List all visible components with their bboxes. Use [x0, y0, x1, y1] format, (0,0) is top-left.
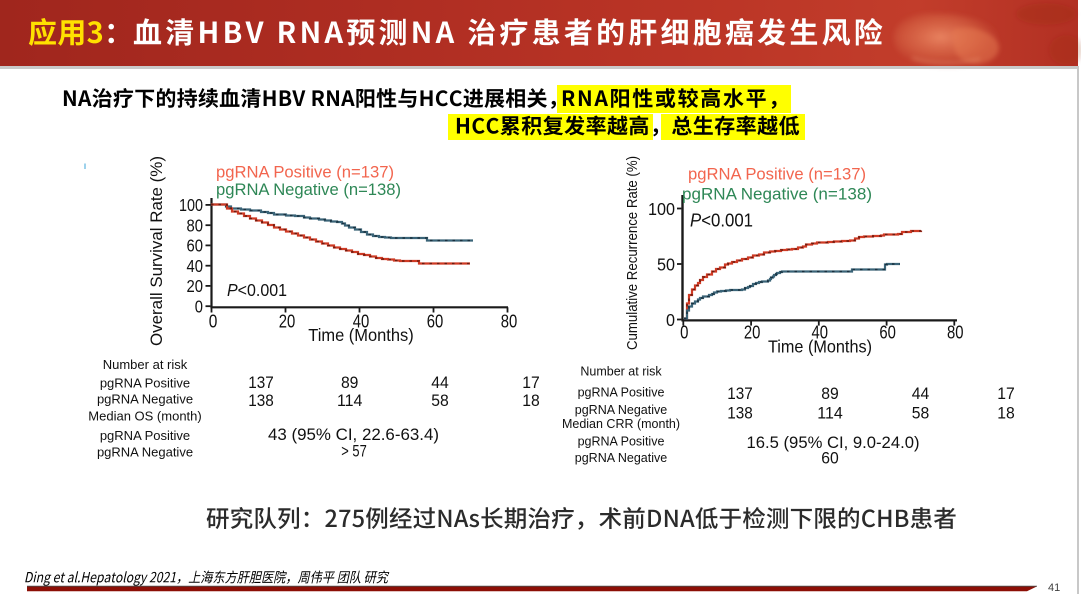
svg-text:0: 0	[666, 310, 675, 330]
svg-text:17: 17	[522, 374, 540, 392]
svg-text:Time (Months): Time (Months)	[308, 325, 414, 345]
svg-text:40: 40	[353, 311, 370, 332]
svg-text:pgRNA Positive: pgRNA Positive	[100, 428, 190, 443]
svg-text:44: 44	[431, 374, 449, 392]
svg-text:138: 138	[727, 405, 753, 423]
svg-text:pgRNA Positive: pgRNA Positive	[100, 375, 190, 390]
svg-text:89: 89	[341, 374, 359, 392]
svg-text:100: 100	[648, 199, 675, 219]
svg-text:pgRNA Negative: pgRNA Negative	[575, 451, 667, 465]
svg-text:16.5 (95% CI, 9.0-24.0): 16.5 (95% CI, 9.0-24.0)	[747, 434, 920, 452]
svg-text:18: 18	[522, 392, 540, 410]
svg-text:> 57: > 57	[341, 443, 367, 461]
svg-text:137: 137	[248, 374, 274, 392]
svg-text:0: 0	[195, 297, 203, 317]
svg-text:100: 100	[179, 195, 203, 215]
svg-text:89: 89	[821, 385, 839, 403]
svg-text:pgRNA Positive: pgRNA Positive	[578, 386, 665, 400]
svg-text:50: 50	[657, 254, 675, 274]
svg-text:60: 60	[821, 450, 839, 468]
svg-text:0: 0	[209, 311, 218, 332]
svg-text:60: 60	[427, 311, 444, 332]
svg-text:17: 17	[997, 385, 1015, 403]
svg-text:58: 58	[431, 392, 449, 410]
svg-text:43 (95% CI, 22.6-63.4): 43 (95% CI, 22.6-63.4)	[268, 426, 439, 444]
svg-text:80: 80	[947, 323, 964, 343]
svg-text:pgRNA Positive (n=137): pgRNA Positive (n=137)	[216, 163, 394, 182]
svg-text:40: 40	[812, 323, 829, 343]
svg-text:20: 20	[279, 311, 296, 332]
svg-text:Overall Survival Rate (%): Overall Survival Rate (%)	[147, 156, 166, 346]
svg-text:58: 58	[912, 405, 930, 423]
svg-text:80: 80	[187, 216, 204, 236]
svg-text:40: 40	[187, 256, 204, 276]
svg-text:P<0.001: P<0.001	[690, 211, 753, 231]
svg-text:pgRNA Negative (n=138): pgRNA Negative (n=138)	[216, 180, 401, 199]
svg-text:pgRNA Positive: pgRNA Positive	[578, 435, 665, 449]
svg-text:Cumulative Recurrence Rate (%): Cumulative Recurrence Rate (%)	[625, 156, 641, 350]
svg-text:pgRNA Negative: pgRNA Negative	[97, 392, 193, 407]
svg-text:20: 20	[744, 323, 761, 343]
svg-text:0: 0	[680, 323, 688, 343]
svg-text:138: 138	[248, 392, 274, 410]
svg-text:114: 114	[817, 405, 843, 423]
svg-text:20: 20	[187, 276, 204, 296]
svg-text:pgRNA Positive (n=137): pgRNA Positive (n=137)	[688, 165, 866, 184]
svg-text:pgRNA Negative: pgRNA Negative	[97, 445, 193, 460]
svg-text:Time (Months): Time (Months)	[768, 337, 872, 357]
svg-text:60: 60	[187, 236, 204, 256]
svg-text:18: 18	[997, 405, 1015, 423]
svg-text:pgRNA Negative: pgRNA Negative	[575, 403, 667, 417]
svg-text:80: 80	[501, 311, 518, 332]
svg-text:P<0.001: P<0.001	[227, 280, 287, 300]
svg-text:41: 41	[1048, 582, 1060, 594]
svg-text:114: 114	[337, 392, 363, 410]
svg-text:Number at risk: Number at risk	[580, 365, 662, 379]
svg-text:Median CRR (month): Median CRR (month)	[562, 417, 680, 431]
svg-text:pgRNA Negative (n=138): pgRNA Negative (n=138)	[682, 185, 872, 204]
svg-text:137: 137	[727, 385, 753, 403]
svg-text:Number at risk: Number at risk	[103, 357, 188, 372]
svg-text:44: 44	[912, 385, 930, 403]
svg-text:Median OS (month): Median OS (month)	[88, 408, 201, 423]
svg-text:60: 60	[879, 323, 896, 343]
